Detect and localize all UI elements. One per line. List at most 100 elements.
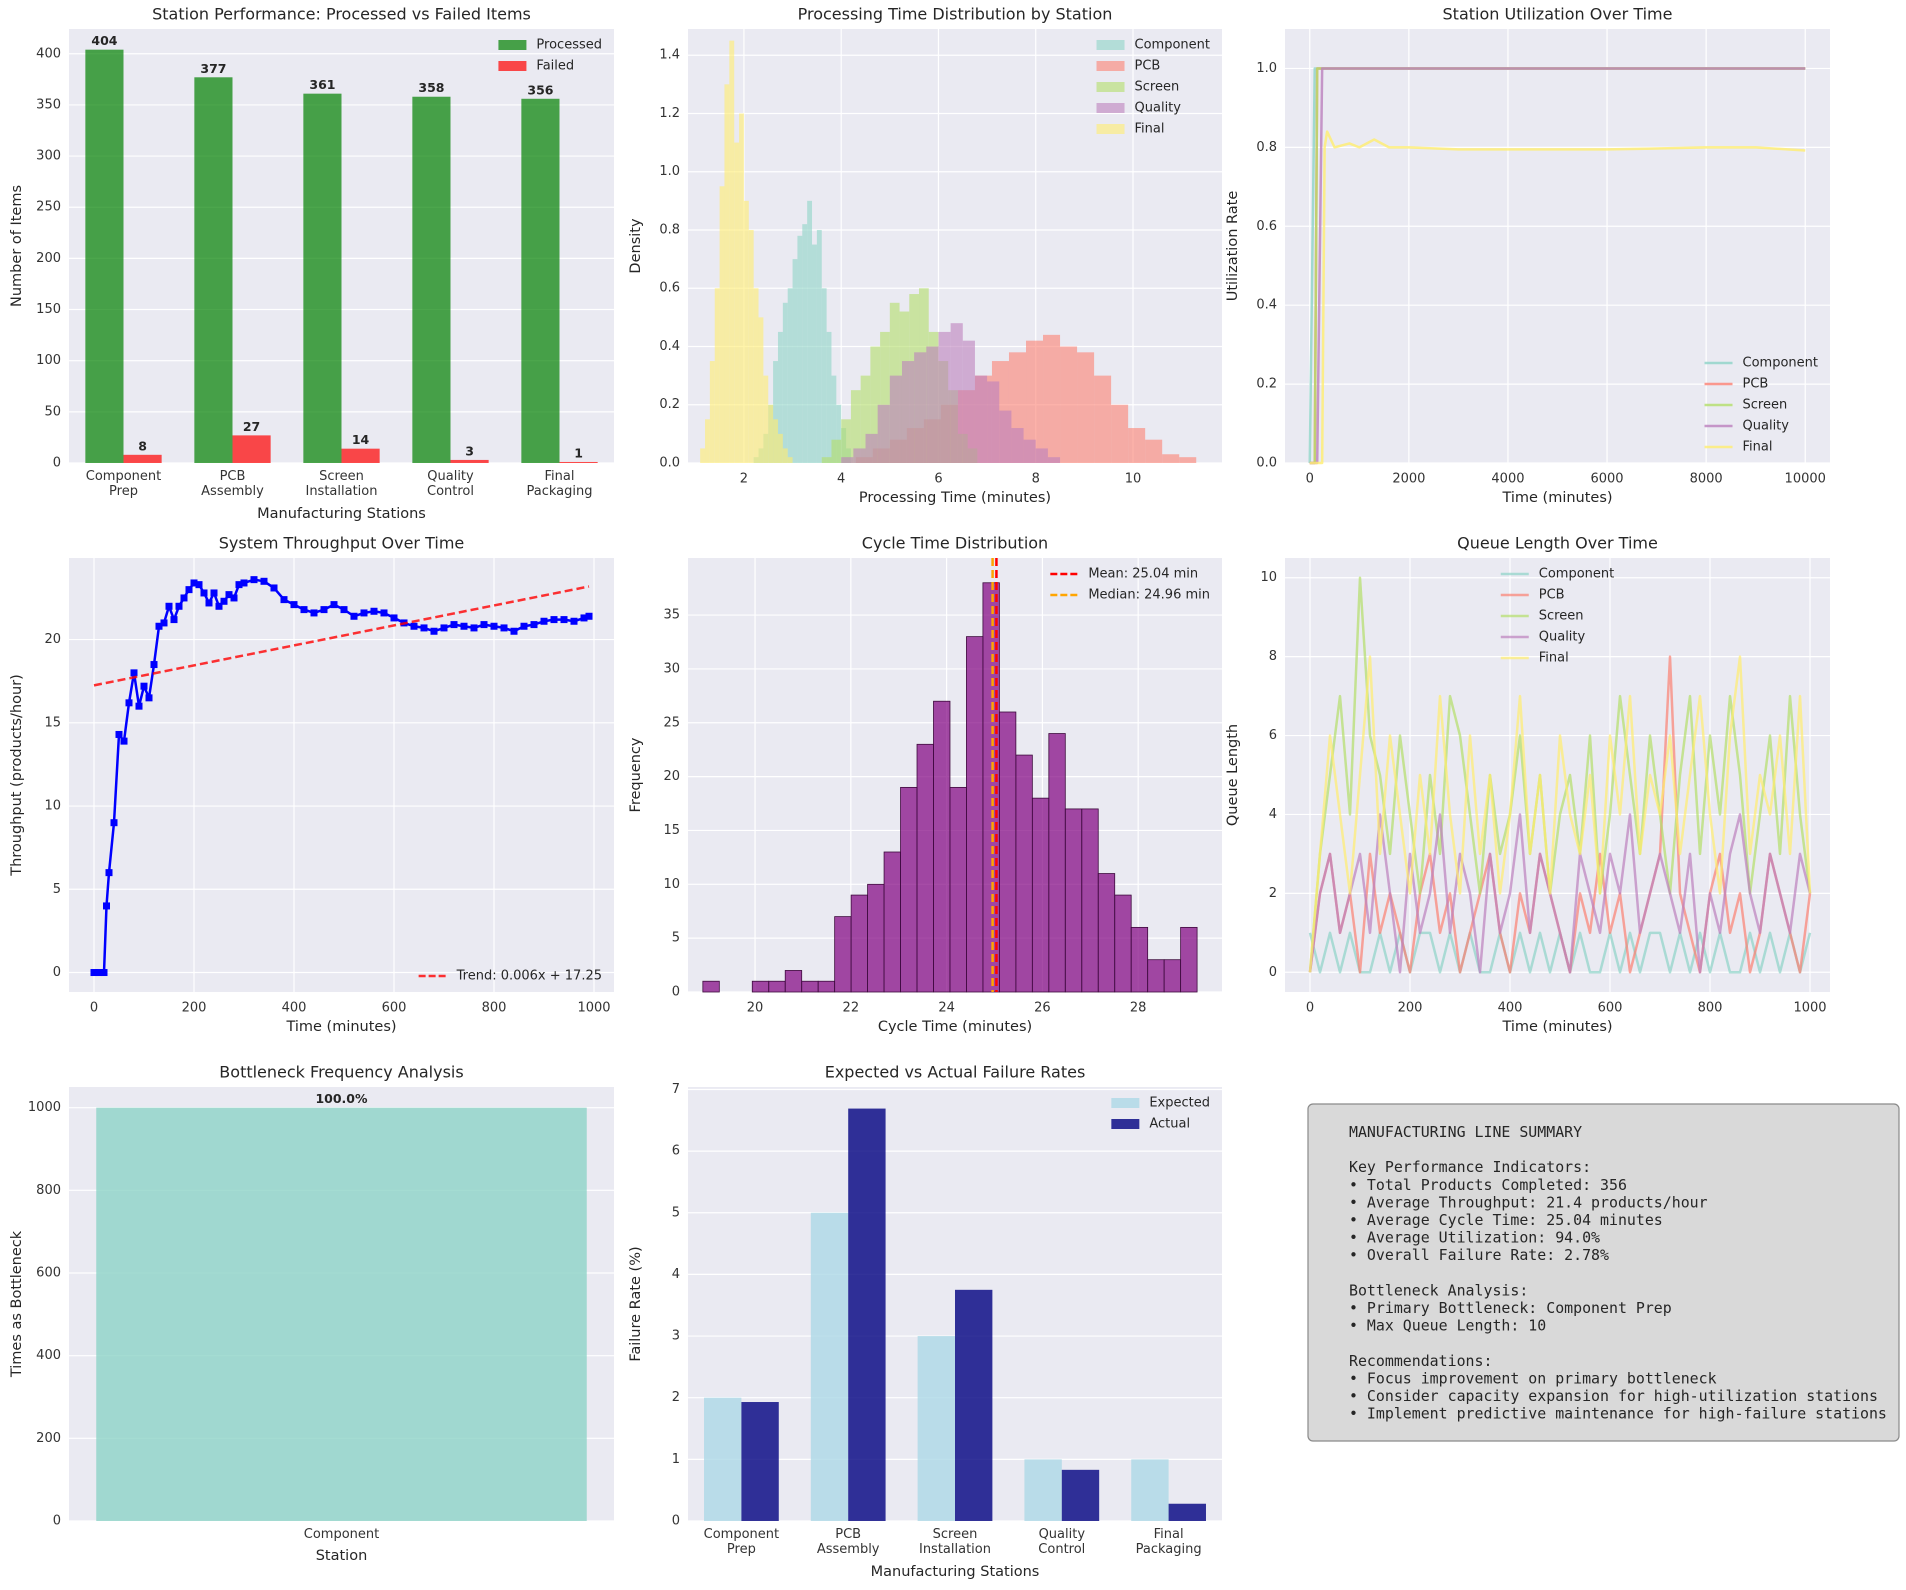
bar	[232, 435, 271, 463]
histogram-bar	[816, 229, 822, 463]
histogram-bar	[753, 288, 759, 463]
marker	[330, 601, 338, 609]
summary-title: MANUFACTURING LINE SUMMARY	[1349, 1123, 1582, 1141]
marker	[390, 614, 398, 622]
histogram-bar	[853, 448, 866, 463]
marker	[175, 602, 183, 610]
series-line	[1308, 576, 1812, 973]
marker	[120, 737, 128, 745]
legend: Component PCB Screen Quality Final	[1500, 567, 1614, 666]
histogram-bar	[1163, 959, 1182, 993]
legend: Component PCB Screen Quality Final	[1096, 38, 1210, 137]
marker	[235, 581, 243, 589]
y-tick-label: 2	[1269, 886, 1277, 901]
y-tick-label: 200	[36, 251, 61, 266]
plot-background	[1285, 29, 1830, 463]
legend-label: Failed	[536, 59, 574, 74]
value-label: 1	[574, 445, 583, 460]
legend-label: Quality	[1539, 630, 1586, 645]
histogram-bar	[865, 433, 878, 463]
histogram-bar	[901, 361, 915, 463]
y-tick-label: 0.8	[1256, 140, 1277, 155]
histogram-bar	[751, 980, 770, 993]
bar	[810, 1212, 849, 1521]
x-tick-label: Component Prep	[85, 469, 162, 499]
histogram-bar	[834, 916, 852, 993]
subplot: 0 2 4 6 8 10 0 200 400 600 800 1000 Queue Length Ove…	[1225, 534, 1830, 1035]
histogram-bar	[938, 331, 951, 463]
legend-label: Median: 24.96 min	[1088, 588, 1210, 603]
x-tick-label: PCB Assembly	[816, 1527, 880, 1557]
legend: Trend: 0.006x + 17.25	[418, 969, 602, 984]
histogram-bar	[999, 410, 1012, 463]
summary-heading: Bottleneck Analysis:	[1349, 1281, 1528, 1299]
histogram-bar	[841, 457, 854, 463]
x-tick-label: 10000	[1785, 472, 1826, 487]
summary-item: • Implement predictive maintenance for h…	[1349, 1405, 1887, 1423]
histogram-bar	[1147, 959, 1165, 993]
y-tick-label: 10	[1260, 570, 1277, 585]
histogram-bar	[1162, 454, 1180, 463]
marker	[190, 579, 198, 587]
bar	[521, 98, 560, 463]
summary-item: • Primary Bottleneck: Component Prep	[1349, 1299, 1672, 1317]
series-line	[93, 585, 590, 687]
histogram-bar	[802, 224, 808, 463]
x-axis-label: Manufacturing Stations	[257, 506, 426, 522]
histogram-bar	[1179, 457, 1197, 463]
y-tick-label: 4	[1269, 807, 1277, 822]
legend-label: Quality	[1135, 101, 1182, 116]
marker	[110, 819, 118, 827]
marker	[103, 902, 110, 910]
histogram-bar	[966, 636, 984, 993]
legend-label: Quality	[1743, 419, 1790, 434]
y-tick-label: 0.6	[1256, 219, 1277, 234]
y-axis-label: Queue Length	[1225, 724, 1241, 826]
marker	[215, 602, 223, 610]
y-tick-label: 0	[53, 965, 61, 980]
summary-item: • Average Cycle Time: 25.04 minutes	[1349, 1211, 1663, 1229]
summary-item: • Average Utilization: 94.0%	[1349, 1229, 1600, 1247]
x-tick-label: 6000	[1590, 472, 1623, 487]
marker	[360, 609, 368, 617]
marker	[260, 577, 268, 585]
x-tick-label: 4000	[1491, 472, 1524, 487]
y-tick-label: 400	[36, 46, 61, 61]
x-tick-label: Screen Installation	[305, 469, 378, 499]
marker	[200, 589, 208, 597]
x-tick-label: PCB Assembly	[201, 469, 264, 499]
legend-label: Component	[1743, 356, 1818, 371]
marker	[585, 612, 593, 620]
histogram-bar	[1111, 404, 1129, 463]
y-tick-label: 1.0	[1256, 61, 1277, 76]
bar	[303, 93, 342, 463]
bar	[85, 49, 124, 464]
histogram-bar	[916, 743, 934, 993]
histogram-bar	[784, 970, 803, 993]
bar	[955, 1289, 993, 1521]
y-tick-label: 400	[36, 1348, 61, 1363]
series-line	[1309, 130, 1806, 465]
histogram-bar	[724, 84, 730, 463]
histogram-bar	[729, 40, 735, 464]
y-tick-label: 6	[1269, 728, 1277, 743]
marker	[410, 622, 418, 630]
y-tick-label: 1.0	[659, 164, 680, 179]
histogram-bar	[782, 302, 788, 463]
y-axis-label: Frequency	[628, 737, 644, 812]
histogram-bar	[812, 244, 817, 463]
marker	[320, 606, 328, 614]
histogram-bar	[974, 375, 988, 463]
y-tick-label: 15	[44, 715, 61, 730]
x-tick-label: 200	[1398, 1001, 1423, 1016]
x-tick-label: 1000	[577, 1001, 610, 1016]
x-tick-label: 4	[837, 472, 845, 487]
y-tick-label: 5	[672, 931, 680, 946]
series-line	[1308, 655, 1812, 973]
histogram-bar	[705, 419, 710, 463]
histogram-bar	[777, 331, 783, 463]
y-tick-label: 250	[36, 200, 61, 215]
legend-label: Screen	[1539, 609, 1584, 624]
histogram-bar	[831, 439, 842, 463]
